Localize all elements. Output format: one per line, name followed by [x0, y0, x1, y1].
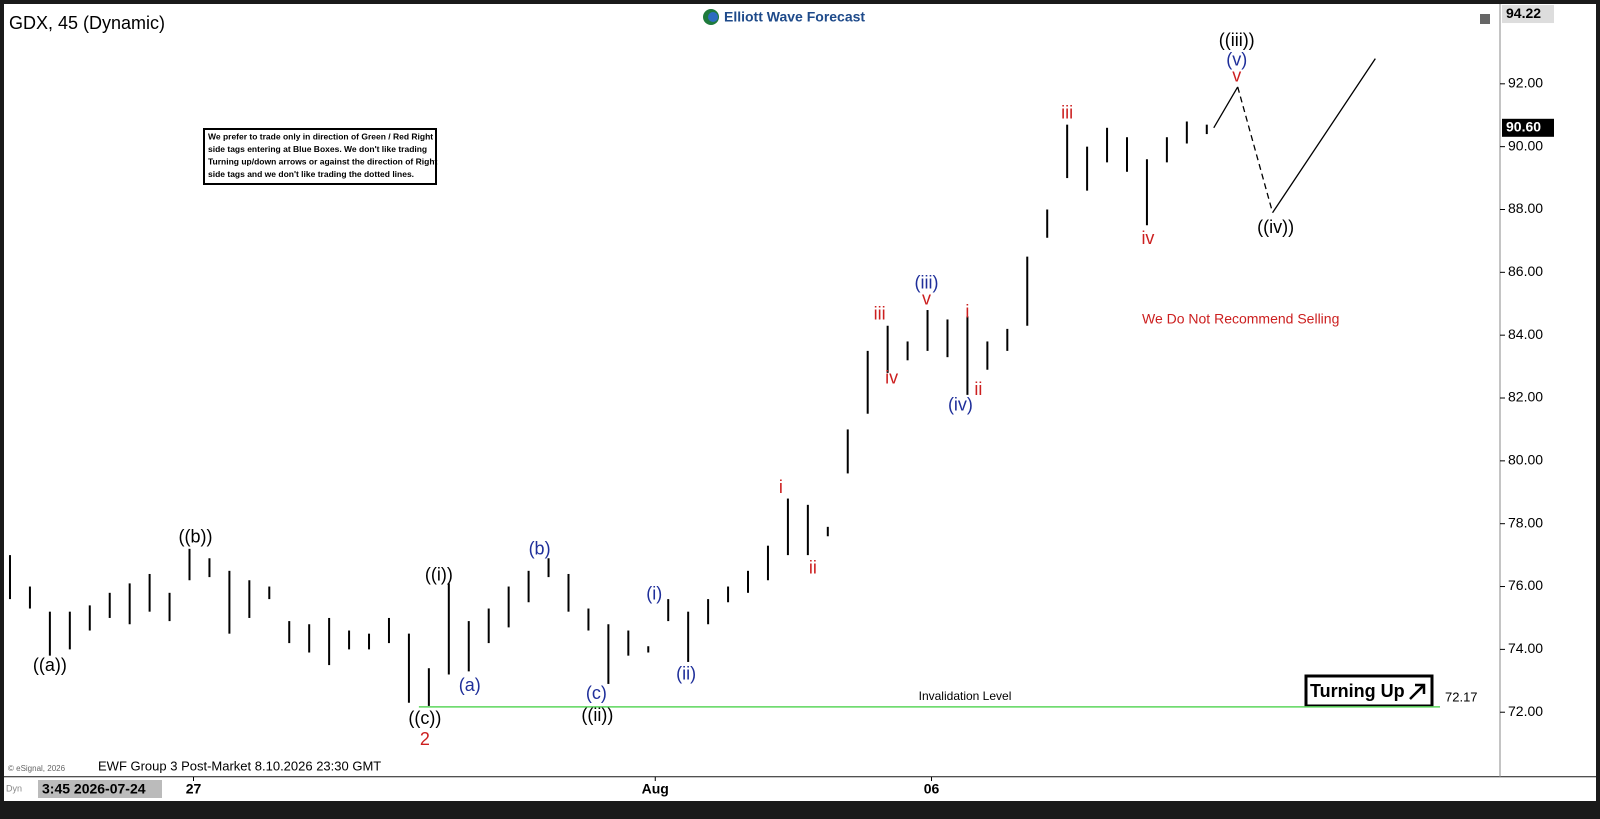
wave-label: ((iv))	[1257, 217, 1294, 237]
top-tag-box	[1502, 5, 1554, 24]
y-tick-label: 86.00	[1508, 263, 1543, 279]
wave-label: ((ii))	[581, 705, 613, 725]
wave-label: i	[965, 302, 969, 322]
wave-label: ((i))	[425, 565, 453, 585]
y-tick-label: 92.00	[1508, 75, 1543, 91]
invalidation-value: 72.17	[1445, 689, 1478, 704]
wave-label: iv	[885, 367, 898, 387]
projection-line	[1213, 86, 1239, 129]
logo-text: Elliott Wave Forecast	[724, 9, 865, 25]
wave-label: ((b))	[178, 527, 212, 547]
x-tick-label: 27	[186, 781, 202, 797]
wave-label: (iv)	[948, 394, 973, 414]
note-box	[203, 128, 437, 185]
last-price-box	[1502, 118, 1554, 137]
signal-box	[1304, 674, 1434, 708]
window-icon	[1480, 14, 1490, 24]
wave-label: (iii)	[915, 273, 939, 293]
wave-label: v	[922, 289, 931, 309]
y-tick-label: 74.00	[1508, 640, 1543, 656]
wave-label: (c)	[586, 683, 607, 703]
y-tick-label: 90.00	[1508, 137, 1543, 153]
wave-label: ii	[974, 379, 982, 399]
y-tick-label: 84.00	[1508, 326, 1543, 342]
wave-label: iii	[1061, 102, 1073, 122]
start-stamp: 3:45 2026-07-24	[42, 781, 146, 797]
footer: EWF Group 3 Post-Market 8.10.2026 23:30 …	[98, 758, 381, 773]
logo-icon-inner	[708, 12, 718, 22]
signal-arrow	[1409, 683, 1426, 700]
y-tick-label: 80.00	[1508, 452, 1543, 468]
x-tick-label: Aug	[642, 781, 669, 797]
projection-line	[1272, 58, 1376, 213]
logo-box	[700, 6, 870, 28]
signal: Turning Up	[1310, 681, 1405, 701]
plot-area	[4, 4, 1500, 776]
invalidation-text: Invalidation Level	[919, 689, 1012, 703]
wave-label: We Do Not Recommend Selling	[1142, 310, 1339, 326]
wave-label: ((c))	[408, 708, 441, 728]
x-axis-area	[4, 777, 1596, 801]
wave-label: iv	[1141, 228, 1154, 248]
last-price: 90.60	[1506, 118, 1541, 134]
wave-label: (i)	[646, 583, 662, 603]
wave-label: 2	[420, 729, 430, 749]
wave-label: ii	[809, 558, 817, 578]
wave-label: (b)	[529, 539, 551, 559]
note-line: side tags and we don't like trading the …	[208, 169, 414, 179]
wave-label: ((iii))	[1219, 30, 1255, 50]
top-tag: 94.22	[1506, 5, 1541, 21]
wave-label: (a)	[459, 675, 481, 695]
stamp-box	[38, 780, 162, 798]
copyright: © eSignal, 2026	[8, 764, 66, 773]
y-tick-label: 78.00	[1508, 514, 1543, 530]
note-line: side tags entering at Blue Boxes. We don…	[208, 144, 427, 154]
x-tick-label: 06	[924, 781, 940, 797]
wave-label: v	[1232, 66, 1241, 86]
wave-label: i	[779, 477, 783, 497]
wave-label: (v)	[1226, 50, 1247, 70]
wave-label: (ii)	[676, 663, 696, 683]
projection-line	[1237, 86, 1274, 213]
mode: Dyn	[6, 783, 22, 793]
y-tick-label: 88.00	[1508, 200, 1543, 216]
y-tick-label: 72.00	[1508, 703, 1543, 719]
y-tick-label: 76.00	[1508, 577, 1543, 593]
wave-label: iii	[874, 303, 886, 323]
chart-title: GDX, 45 (Dynamic)	[9, 13, 165, 33]
wave-label: ((a))	[33, 655, 67, 675]
note-line: We prefer to trade only in direction of …	[208, 131, 433, 141]
note-line: Turning up/down arrows or against the di…	[208, 156, 438, 166]
y-tick-label: 82.00	[1508, 389, 1543, 405]
